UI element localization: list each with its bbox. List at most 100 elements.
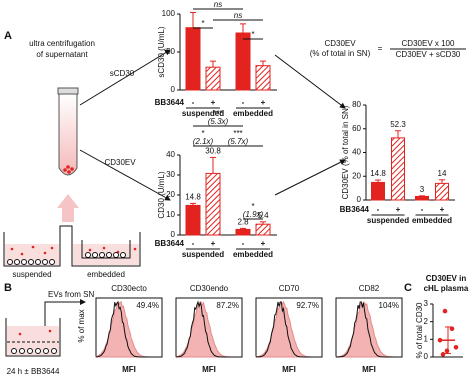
bar — [371, 181, 385, 201]
significance-note: (5.7x) — [228, 137, 249, 146]
x-axis-label: MFI — [202, 365, 216, 374]
data-label: 14 — [438, 169, 447, 178]
y-tick-label: 0 — [171, 230, 176, 239]
y-tick-label: 80 — [352, 100, 361, 109]
histogram-title: CD82 — [359, 284, 380, 293]
category-label: - — [421, 205, 424, 214]
significance-label: * — [201, 129, 204, 138]
category-label: - — [242, 239, 245, 248]
significance-label: ns — [214, 0, 222, 9]
legend-label: BB3644 — [155, 239, 185, 248]
histogram-title: CD30ecto — [111, 284, 147, 293]
category-label: + — [211, 98, 216, 107]
y-tick-label: 60 — [352, 124, 361, 133]
formula-lhs: (% of total in SN) — [310, 49, 371, 58]
y-tick-label: 40 — [166, 150, 175, 159]
y-tick-label: 20 — [166, 190, 175, 199]
point — [444, 348, 450, 354]
y-tick-label: 0 — [424, 352, 429, 361]
histogram-annotation: 104% — [379, 301, 399, 310]
bar — [391, 137, 405, 201]
culture-well — [5, 318, 61, 357]
histogram-annotation: 87.2% — [216, 301, 239, 310]
group-label: suspended — [182, 109, 224, 118]
category-label: - — [377, 205, 380, 214]
category-label: + — [396, 205, 401, 214]
histogram-line — [255, 301, 322, 358]
legend-label: BB3644 — [155, 98, 185, 107]
category-label: - — [192, 98, 195, 107]
bar — [235, 32, 251, 91]
group-label: embedded — [412, 216, 452, 225]
bar — [205, 66, 221, 91]
arrow-label: EVs from SN — [48, 290, 94, 299]
y-tick-label: 0 — [171, 85, 176, 94]
y-tick-label: 1 — [424, 334, 429, 343]
y-tick-label: 20 — [352, 171, 361, 180]
point — [449, 326, 455, 332]
y-tick-label: 40 — [352, 148, 361, 157]
chart-title: cHL plasma — [424, 284, 469, 293]
histogram-title: CD70 — [279, 284, 300, 293]
up-arrow — [57, 194, 79, 222]
bar — [185, 27, 201, 91]
chart-title: CD30EV in — [426, 274, 467, 283]
significance-label: ns — [234, 11, 242, 20]
x-axis-label: MFI — [122, 365, 136, 374]
y-tick-label: 100 — [162, 9, 176, 18]
category-label: + — [261, 98, 266, 107]
panel-letter: A — [4, 30, 12, 42]
panel-letter: C — [404, 282, 412, 294]
point — [453, 344, 459, 350]
y-tick-label: 0 — [357, 195, 362, 204]
bar — [205, 172, 221, 236]
category-label: + — [261, 239, 266, 248]
caption: 24 h ± BB3644 — [7, 367, 60, 376]
arrow — [44, 299, 86, 326]
histogram-annotation: 49.4% — [136, 301, 159, 310]
y-axis-label: sCD30 (U/mL) — [157, 26, 166, 77]
x-axis-label: MFI — [362, 365, 376, 374]
significance-label: * — [251, 202, 254, 211]
arrow-label: sCD30 — [110, 69, 135, 78]
group-label: embedded — [233, 250, 273, 259]
histogram-line — [336, 301, 402, 358]
category-label: + — [211, 239, 216, 248]
data-label: 52.3 — [390, 120, 406, 129]
group-label: suspended — [182, 250, 224, 259]
histogram-line — [95, 300, 162, 358]
group-label: embedded — [233, 109, 273, 118]
histogram-title: CD30endo — [190, 284, 229, 293]
data-label: 30.8 — [205, 147, 221, 156]
legend-label: BB3644 — [340, 205, 370, 214]
y-tick-label: 10 — [166, 210, 175, 219]
bar — [185, 204, 201, 236]
data-label: 3 — [420, 185, 425, 194]
bar — [255, 223, 271, 236]
well-label: embedded — [87, 270, 125, 279]
data-label: 14.8 — [185, 193, 201, 202]
histogram-fill — [335, 301, 402, 358]
y-tick-label: 3 — [424, 299, 429, 308]
category-label: - — [242, 98, 245, 107]
y-tick-label: 30 — [166, 170, 175, 179]
y-tick-label: 2 — [424, 317, 429, 326]
y-axis-label: % of total CD30 — [415, 302, 424, 359]
y-axis-label: % of max — [77, 309, 86, 342]
wells — [3, 225, 141, 267]
data-label: 5.4 — [257, 211, 269, 220]
tube — [57, 87, 79, 176]
significance-label: *** — [213, 109, 222, 118]
histogram-annotation: 92.7% — [296, 301, 319, 310]
arrow-label: CD30EV — [104, 158, 136, 167]
y-axis-label: CD30EV (% of total in SN) — [341, 105, 350, 199]
arrow — [274, 54, 346, 109]
x-axis-label: MFI — [282, 365, 296, 374]
panel-letter: B — [4, 282, 12, 294]
bar — [435, 182, 449, 201]
significance-label: *** — [233, 129, 242, 138]
point — [442, 308, 448, 314]
data-label: 14.8 — [370, 169, 386, 178]
well-label: suspended — [12, 270, 51, 279]
